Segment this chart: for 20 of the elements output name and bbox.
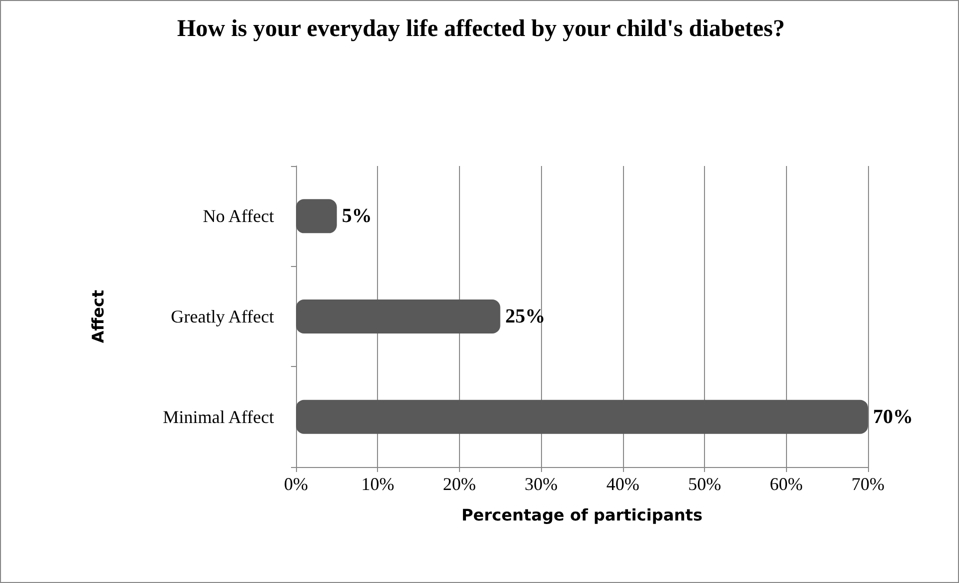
bar	[296, 199, 337, 234]
y-tick-label: No Affect	[202, 206, 274, 226]
x-tick-label: 50%	[688, 474, 722, 494]
x-tick-label: 0%	[284, 474, 308, 494]
bar	[296, 400, 868, 434]
data-label: 25%	[505, 306, 546, 328]
x-tick-label: 10%	[361, 474, 394, 494]
x-tick-label: 70%	[852, 474, 884, 494]
data-label: 5%	[342, 205, 372, 228]
y-tick-label: Greatly Affect	[170, 306, 274, 326]
x-tick-label: 30%	[524, 474, 558, 494]
y-tick-label: Minimal Affect	[162, 406, 274, 427]
y-axis-title: Affect	[88, 289, 108, 344]
x-axis-title: Percentage of participants	[461, 506, 703, 524]
bar	[296, 300, 500, 334]
x-tick-label: 40%	[606, 474, 640, 494]
chart-title: How is your everyday life affected by your child's diabetes?	[176, 15, 786, 44]
x-tick-label: 60%	[770, 474, 803, 494]
x-tick-label: 20%	[442, 474, 476, 494]
data-label: 70%	[873, 406, 913, 428]
